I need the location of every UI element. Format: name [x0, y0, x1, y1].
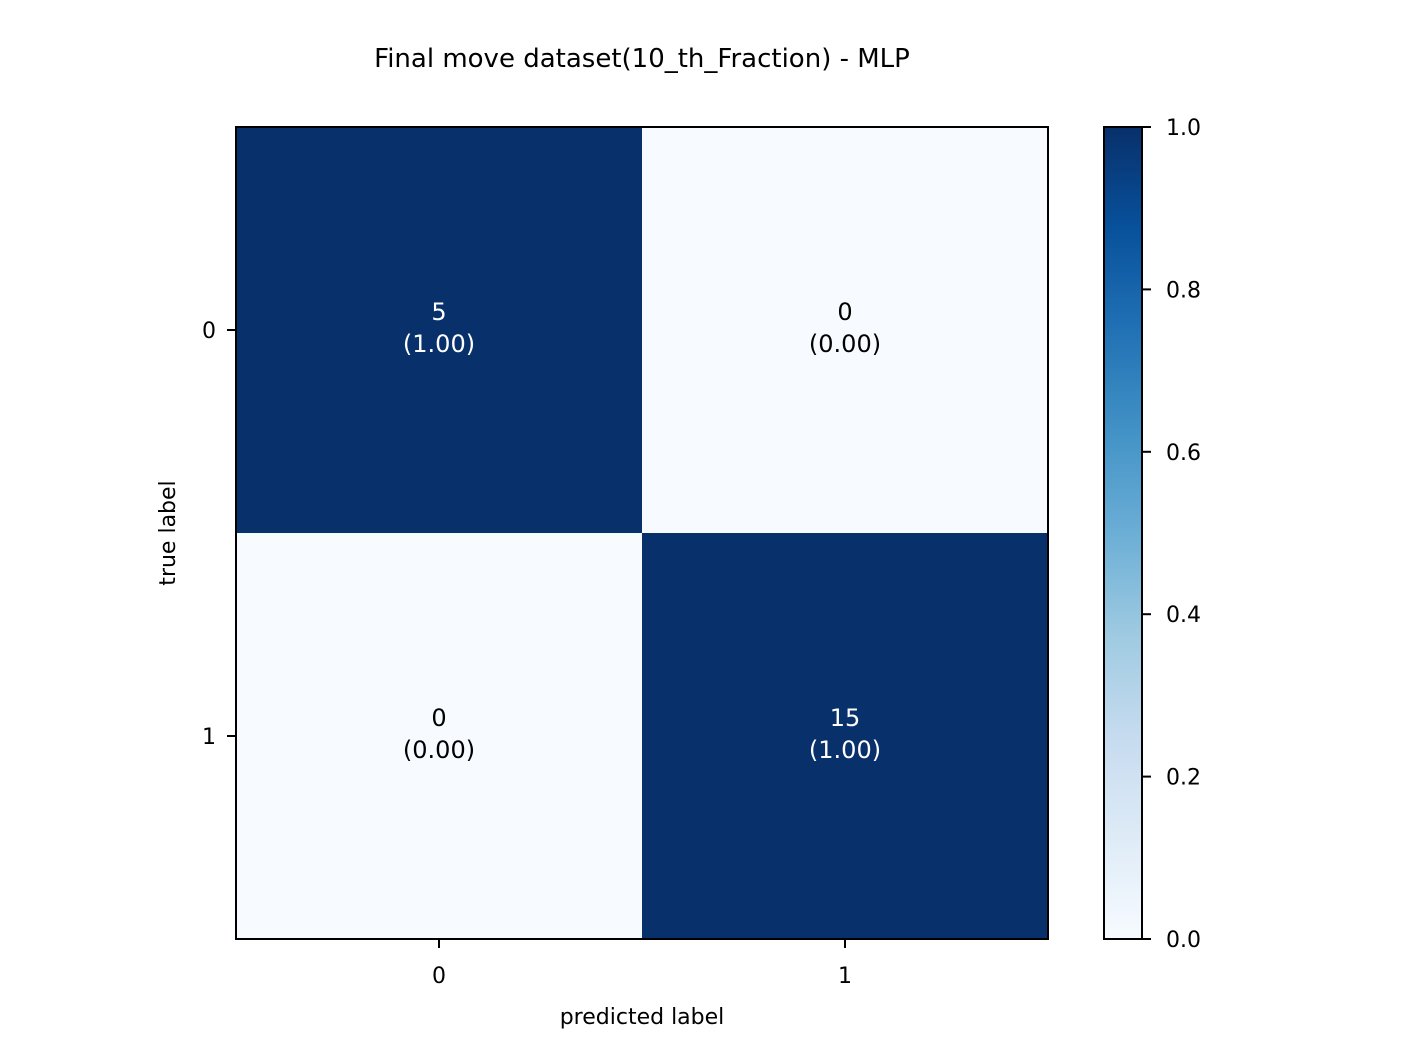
cell-normalized-0-1: (0.00)	[809, 330, 881, 358]
colorbar-tick-label-4: 0.8	[1166, 278, 1201, 303]
x-tick-label-1: 1	[838, 964, 852, 989]
cell-count-1-0: 0	[431, 704, 446, 732]
heatmap-cell-labels: 5 (1.00) 0 (0.00) 0 (0.00) 15 (1.00)	[403, 298, 881, 764]
cell-count-1-1: 15	[830, 704, 861, 732]
cell-normalized-1-1: (1.00)	[809, 736, 881, 764]
cell-count-0-0: 5	[431, 298, 446, 326]
x-tick-label-0: 0	[432, 964, 446, 989]
heatmap-cell-1-0	[236, 533, 642, 939]
colorbar-tick-label-5: 1.0	[1166, 116, 1201, 141]
y-axis-ticks: 01	[202, 319, 236, 750]
plot-frame	[235, 126, 1049, 940]
cell-count-0-1: 0	[837, 298, 852, 326]
colorbar-tick-label-0: 0.0	[1166, 928, 1201, 953]
colorbar-tick-label-2: 0.4	[1166, 603, 1201, 628]
colorbar	[1103, 126, 1143, 940]
y-axis-label: true label	[156, 480, 181, 585]
y-tick-label-1: 1	[202, 725, 216, 750]
colorbar-tick-label-1: 0.2	[1166, 766, 1201, 791]
heatmap-cell-1-1	[642, 533, 1048, 939]
colorbar-ticks: 0.0 0.2 0.4 0.6 0.8 1.0	[1142, 116, 1201, 953]
cell-normalized-0-0: (1.00)	[403, 330, 475, 358]
heatmap-cells	[236, 127, 1048, 939]
heatmap-cell-0-0	[236, 127, 642, 533]
cell-normalized-1-0: (0.00)	[403, 736, 475, 764]
x-axis-label: predicted label	[560, 1005, 725, 1030]
chart-title: Final move dataset(10_th_Fraction) - MLP	[374, 44, 910, 74]
heatmap-cell-0-1	[642, 127, 1048, 533]
y-tick-label-0: 0	[202, 319, 216, 344]
colorbar-tick-label-3: 0.6	[1166, 441, 1201, 466]
